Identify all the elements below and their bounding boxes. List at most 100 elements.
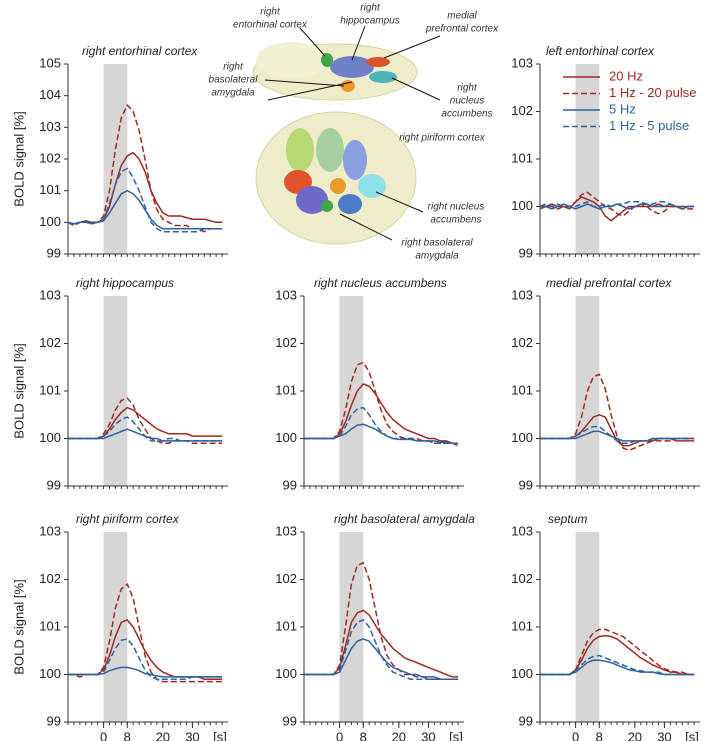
y-tick-label: 99 <box>519 477 533 492</box>
series-line <box>540 196 695 222</box>
x-axis-label: [s] <box>449 729 463 741</box>
panel: left entorhinal cortex 99 100 101 102 103 20 H… <box>511 44 700 260</box>
series-line <box>304 638 459 680</box>
series-line <box>68 406 223 440</box>
y-tick-label: 100 <box>275 430 297 445</box>
region-label: right nucleus <box>428 202 485 213</box>
region <box>338 194 362 214</box>
region-label: prefrontal cortex <box>425 24 499 35</box>
x-tick-label: 30 <box>657 729 671 741</box>
stimulus-period <box>103 532 128 722</box>
y-tick-label: 99 <box>47 713 61 728</box>
region <box>316 128 344 172</box>
region-label: medial <box>447 11 477 22</box>
region-label: right <box>260 7 281 18</box>
legend-label: 5 Hz <box>609 101 636 116</box>
y-tick-label: 101 <box>511 618 533 633</box>
series-line <box>68 582 223 683</box>
y-tick-label: 104 <box>39 87 61 102</box>
region-label: entorhinal cortex <box>233 20 308 31</box>
x-tick-label: 30 <box>185 729 199 741</box>
y-tick-label: 99 <box>47 477 61 492</box>
region-label: right basolateral <box>401 238 473 249</box>
x-tick-label: 8 <box>360 729 367 741</box>
y-tick-label: 100 <box>511 198 533 213</box>
panel-title: left entorhinal cortex <box>546 44 655 58</box>
y-tick-label: 99 <box>283 477 297 492</box>
series-line <box>304 609 459 678</box>
region <box>358 174 386 198</box>
y-tick-label: 103 <box>275 287 297 302</box>
panel: right piriform cortex 99 100 101 102 103 0 8 20 3… <box>11 512 228 741</box>
x-tick-label: 0 <box>100 729 107 741</box>
region <box>296 186 328 214</box>
x-axis-label: [s] <box>685 729 699 741</box>
y-tick-label: 101 <box>39 382 61 397</box>
y-tick-label: 103 <box>39 287 61 302</box>
region <box>343 140 367 180</box>
panel-title: right basolateral amygdala <box>334 512 475 526</box>
series-line <box>540 628 695 676</box>
region-label: hippocampus <box>340 16 399 27</box>
y-tick-label: 101 <box>511 150 533 165</box>
region-label: accumbens <box>430 215 481 226</box>
stimulus-period <box>339 532 364 722</box>
brain-illustration <box>252 25 441 245</box>
region <box>321 200 333 212</box>
y-tick-label: 101 <box>275 618 297 633</box>
panel: medial prefrontal cortex 99 100 101 102 103 <box>511 276 700 492</box>
legend-label: 20 Hz <box>609 68 643 83</box>
y-tick-label: 100 <box>511 666 533 681</box>
y-tick-label: 100 <box>39 214 61 229</box>
y-axis-label: BOLD signal [%] <box>11 579 26 674</box>
region-label: right <box>223 62 244 73</box>
series-line <box>68 619 223 680</box>
y-tick-label: 101 <box>275 382 297 397</box>
panel-title: right hippocampus <box>76 276 174 290</box>
y-tick-label: 101 <box>39 182 61 197</box>
leader-lines <box>264 25 441 241</box>
series-line <box>304 361 459 447</box>
panel-title: right entorhinal cortex <box>82 44 198 58</box>
series-line <box>540 373 695 452</box>
series-line <box>304 383 459 444</box>
y-tick-label: 99 <box>47 245 61 260</box>
series-line <box>67 103 223 233</box>
region <box>321 53 333 67</box>
panel: right nucleus accumbens 99 100 101 102 103 <box>275 276 464 492</box>
region <box>330 178 346 194</box>
y-tick-label: 102 <box>39 571 61 586</box>
x-tick-label: 30 <box>421 729 435 741</box>
region-label: right piriform cortex <box>399 133 486 144</box>
legend-label: 1 Hz - 20 pulse <box>609 85 696 100</box>
y-tick-label: 105 <box>39 55 61 70</box>
stimulus-period <box>103 296 128 486</box>
y-tick-label: 102 <box>511 335 533 350</box>
region-label: amygdala <box>211 88 255 99</box>
panel: septum 99 100 101 102 103 0 8 20 30 [s] <box>511 512 700 741</box>
series-line <box>304 406 459 444</box>
y-axis-label: BOLD signal [%] <box>11 343 26 438</box>
legend-label: 1 Hz - 5 pulse <box>609 118 689 133</box>
series-line <box>68 397 223 444</box>
panel: right entorhinal cortex 99 100 101 102 103 104… <box>11 44 228 260</box>
region-label: amygdala <box>415 251 459 262</box>
x-axis-label: [s] <box>213 729 227 741</box>
y-tick-label: 100 <box>39 666 61 681</box>
series-line <box>67 189 223 230</box>
y-tick-label: 102 <box>39 335 61 350</box>
series-line <box>539 200 695 210</box>
y-tick-label: 99 <box>519 245 533 260</box>
y-tick-label: 102 <box>275 335 297 350</box>
y-tick-label: 101 <box>511 382 533 397</box>
y-tick-label: 103 <box>39 523 61 538</box>
x-tick-label: 0 <box>336 729 343 741</box>
y-tick-label: 100 <box>39 430 61 445</box>
series-line <box>67 167 223 233</box>
x-tick-label: 20 <box>628 729 642 741</box>
series-line <box>68 666 223 678</box>
x-tick-label: 8 <box>124 729 131 741</box>
y-tick-label: 102 <box>511 571 533 586</box>
y-tick-label: 100 <box>275 666 297 681</box>
